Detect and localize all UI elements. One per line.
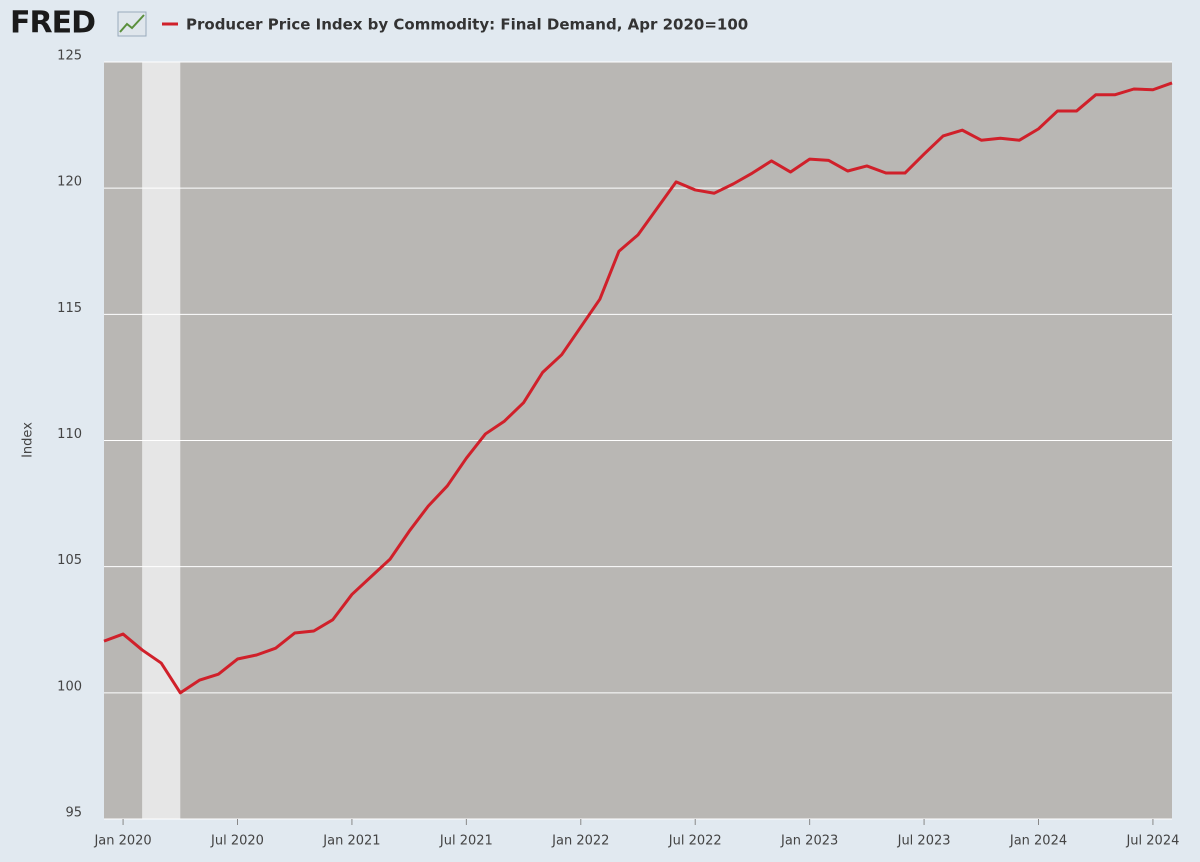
x-tick-label: Jan 2024: [1009, 834, 1067, 849]
x-tick-label: Jan 2020: [93, 834, 151, 849]
y-tick-label: 105: [57, 553, 82, 568]
y-tick-label: 120: [57, 175, 82, 190]
y-tick-label: 115: [57, 301, 82, 316]
legend-label: Producer Price Index by Commodity: Final…: [186, 16, 748, 34]
y-tick-label: 95: [65, 806, 82, 821]
x-tick-label: Jul 2021: [439, 834, 493, 849]
x-tick-label: Jan 2023: [780, 834, 838, 849]
series-line: [103, 81, 1173, 695]
x-tick-label: Jul 2023: [897, 834, 951, 849]
y-tick-label: 110: [57, 427, 82, 442]
x-tick-label: Jan 2022: [551, 834, 609, 849]
x-tick-label: Jan 2021: [322, 834, 380, 849]
logo-icon: [117, 11, 147, 37]
y-tick-label: 100: [57, 679, 82, 694]
x-tick-label: Jul 2024: [1125, 834, 1179, 849]
y-axis-label: Index: [21, 422, 36, 458]
y-tick-label: 125: [57, 49, 82, 64]
x-tick-label: Jul 2022: [668, 834, 722, 849]
logo: FRED: [10, 6, 95, 41]
x-tick-label: Jul 2020: [210, 834, 264, 849]
